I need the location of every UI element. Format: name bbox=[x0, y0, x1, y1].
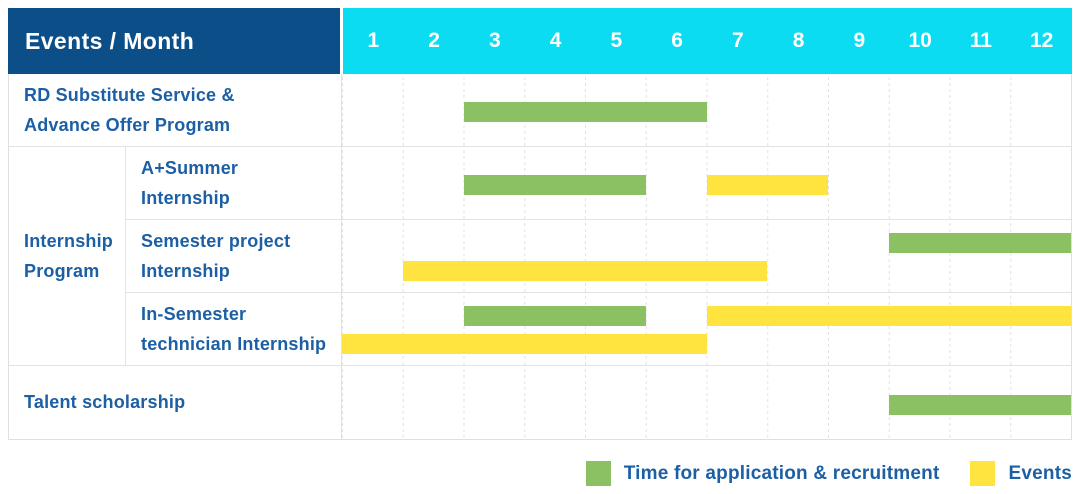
month-header-cell: 2 bbox=[428, 29, 440, 52]
month-header-cell: 7 bbox=[732, 29, 744, 52]
gantt-bar-events bbox=[342, 334, 707, 354]
month-header-cell: 9 bbox=[853, 29, 866, 52]
month-header-cell: 6 bbox=[671, 29, 683, 52]
gantt-bar-events bbox=[402, 261, 768, 281]
events-month-header-cell: Events / Month bbox=[8, 8, 340, 74]
gantt-bar-events bbox=[706, 306, 1071, 326]
gantt-bar-application bbox=[463, 175, 646, 195]
row-label-talent-scholarship: Talent scholarship bbox=[24, 392, 186, 413]
gantt-bar-application bbox=[888, 394, 1071, 415]
gantt-track-rd-substitute bbox=[341, 74, 1071, 147]
legend-item-events: Events bbox=[970, 461, 1072, 486]
sub-row-label-a-plus-summer: A+Summer Internship bbox=[125, 147, 341, 220]
month-header-cell: 12 bbox=[1029, 29, 1054, 52]
gantt-bar-events bbox=[706, 175, 828, 195]
legend-label-application: Time for application & recruitment bbox=[623, 462, 940, 484]
table-body: RD Substitute Service & Advance Offer Pr… bbox=[8, 74, 1072, 440]
header-divider bbox=[340, 8, 343, 74]
row-label-rd-substitute: RD Substitute Service & Advance Offer Pr… bbox=[9, 74, 341, 147]
legend-green-swatch bbox=[585, 461, 611, 486]
gantt-track-semester-project bbox=[341, 220, 1071, 293]
month-header-cell: 1 bbox=[367, 29, 380, 52]
month-header-cell: 5 bbox=[610, 29, 623, 52]
gantt-bar-application bbox=[463, 306, 646, 326]
legend: Time for application & recruitment Event… bbox=[8, 461, 1072, 486]
header-title: Events / Month bbox=[25, 27, 195, 54]
gantt-bar-application bbox=[463, 102, 707, 122]
month-header-strip: 1 2 3 4 5 6 7 8 9 10 11 12 bbox=[343, 8, 1072, 74]
month-header-cell: 11 bbox=[969, 29, 992, 52]
sub-row-label-semester-project: Semester project Internship bbox=[125, 220, 341, 293]
table-header-row: Events / Month 1 2 3 4 5 6 7 8 9 10 11 1… bbox=[8, 8, 1072, 74]
legend-label-events: Events bbox=[1008, 462, 1072, 484]
month-header-cell: 10 bbox=[908, 29, 932, 52]
legend-yellow-swatch bbox=[970, 461, 996, 486]
gantt-track-in-semester-technician bbox=[341, 293, 1071, 366]
group-label-internship-program: Internship Program bbox=[9, 147, 125, 366]
month-header-cell: 4 bbox=[549, 29, 562, 52]
gantt-track-a-plus-summer bbox=[341, 147, 1071, 220]
month-header-cell: 8 bbox=[792, 29, 805, 52]
month-header-cell: 3 bbox=[489, 29, 501, 52]
gantt-track-talent-scholarship bbox=[341, 366, 1071, 439]
legend-item-application: Time for application & recruitment bbox=[585, 461, 940, 486]
gantt-bar-application bbox=[888, 233, 1071, 253]
sub-row-label-in-semester-technician: In-Semester technician Internship bbox=[125, 293, 341, 366]
